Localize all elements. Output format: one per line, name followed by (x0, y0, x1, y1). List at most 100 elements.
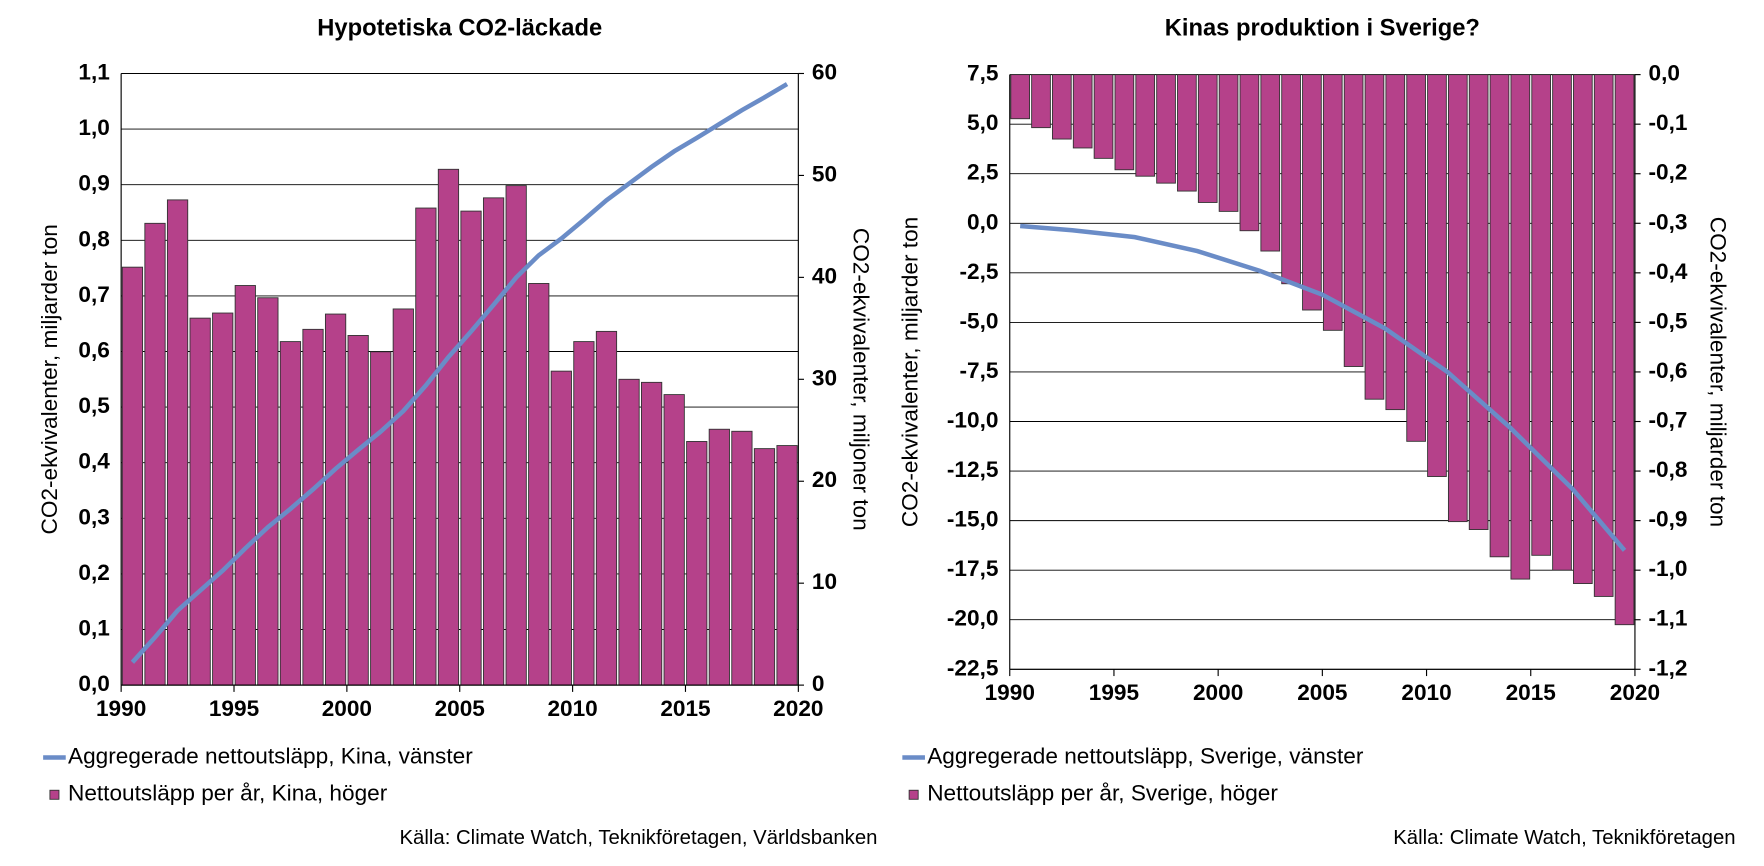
y2-tick-label: 0,0 (1649, 61, 1680, 86)
x-tick-label: 2010 (1401, 680, 1451, 705)
bar (663, 394, 685, 686)
y2-tick-label: -0,1 (1649, 110, 1688, 135)
bar (1031, 74, 1051, 129)
y-axis-label: CO2-ekvivalenter, miljarder ton (37, 224, 62, 534)
bar (1218, 74, 1239, 212)
bar (1177, 74, 1197, 192)
source: Källa: Climate Watch, Teknikföretagen, V… (400, 827, 878, 849)
bar (1302, 74, 1322, 311)
source: Källa: Climate Watch, Teknikföretagen (1393, 827, 1735, 849)
y-tick-label: -15,0 (947, 507, 999, 532)
bar (1135, 74, 1156, 177)
y-tick-label: 0,7 (78, 282, 109, 307)
bar (234, 285, 256, 686)
bar (641, 381, 663, 686)
y-tick-label: 0,3 (78, 504, 109, 529)
y-tick-label: -2,5 (959, 259, 998, 284)
y2-tick-label: -0,3 (1649, 209, 1688, 234)
bar (482, 197, 505, 686)
bar (189, 317, 211, 686)
bar (550, 370, 572, 686)
x-tick-label: 2020 (773, 696, 823, 721)
bar (415, 207, 437, 686)
legend-label: Nettoutsläpp per år, Sverige, höger (927, 781, 1278, 806)
y2-tick-label: 60 (812, 59, 837, 84)
bar (1573, 74, 1593, 585)
bar (1052, 74, 1072, 140)
y-tick-label: -22,5 (947, 655, 999, 680)
y2-tick-label: -0,9 (1649, 507, 1688, 532)
y2-axis-label: CO2-ekvivalenter, miljoner ton (848, 228, 873, 531)
bar (1322, 74, 1343, 331)
y-tick-label: 0,5 (78, 393, 109, 418)
bar (1385, 74, 1406, 411)
bar (324, 313, 347, 686)
y-tick-label: 0,4 (78, 449, 110, 474)
bar (460, 210, 482, 686)
legend-swatch (49, 789, 60, 800)
y-tick-label: -7,5 (959, 358, 998, 383)
bar (257, 297, 279, 686)
x-tick-label: 1995 (209, 696, 259, 721)
y-tick-label: -20,0 (947, 606, 999, 631)
bar (1406, 74, 1426, 442)
bar (1489, 74, 1510, 558)
y2-tick-label: 0 (812, 671, 825, 696)
y-tick-label: 0,0 (967, 209, 998, 234)
x-tick-label: 2010 (547, 696, 597, 721)
x-tick-label: 2015 (660, 696, 710, 721)
y-tick-label: -5,0 (959, 308, 998, 333)
bar (708, 428, 730, 686)
y-tick-label: 0,2 (78, 560, 109, 585)
y-tick-label: 0,6 (78, 337, 109, 362)
bar (1072, 74, 1093, 149)
bar (347, 335, 369, 686)
y-tick-label: 7,5 (967, 61, 998, 86)
bar (595, 330, 618, 686)
bar (1239, 74, 1260, 232)
bar (1531, 74, 1551, 556)
y2-tick-label: 20 (812, 467, 837, 492)
bar (1093, 74, 1114, 159)
y2-tick-label: -0,4 (1649, 259, 1688, 284)
bar (1447, 74, 1468, 523)
line (1019, 223, 1627, 552)
y2-tick-label: 10 (812, 569, 837, 594)
legend-swatch (908, 789, 919, 800)
bar (370, 351, 392, 686)
y-tick-label: 0,8 (78, 226, 109, 251)
y-tick-label: 1,1 (78, 59, 109, 84)
y2-axis-label: CO2-ekvivalenter, miljarder ton (1705, 217, 1730, 527)
x-tick-label: 2000 (322, 696, 372, 721)
y2-tick-label: -0,2 (1649, 160, 1688, 185)
y-tick-label: 0,9 (78, 171, 109, 196)
bar (437, 168, 460, 686)
y-tick-label: 0,0 (78, 671, 109, 696)
y-tick-label: -17,5 (947, 556, 999, 581)
x-tick-label: 2005 (435, 696, 485, 721)
bar (121, 266, 144, 686)
bar (1156, 74, 1176, 184)
x-tick-label: 1990 (96, 696, 146, 721)
y2-tick-label: -0,7 (1649, 407, 1688, 432)
y2-tick-label: -1,2 (1649, 655, 1688, 680)
y2-tick-label: -0,8 (1649, 457, 1688, 482)
y-tick-label: 2,5 (967, 160, 998, 185)
bar (302, 328, 324, 686)
y2-tick-label: -0,6 (1649, 358, 1688, 383)
bar (1343, 74, 1364, 367)
legend-label: Aggregerade nettoutsläpp, Kina, vänster (68, 743, 473, 768)
x-tick-label: 2005 (1297, 680, 1347, 705)
y-axis-label: CO2-ekvivalenter, miljarder ton (897, 217, 922, 527)
bar (1197, 74, 1218, 203)
y-tick-label: 1,0 (78, 115, 109, 140)
bar (776, 445, 798, 686)
y2-tick-label: 30 (812, 365, 837, 390)
legend-label: Aggregerade nettoutsläpp, Sverige, vänst… (927, 743, 1364, 768)
line (130, 82, 789, 664)
bar (212, 312, 234, 686)
chart-title: Kinas produktion i Sverige? (1165, 16, 1480, 42)
y-tick-label: -12,5 (947, 457, 999, 482)
y-tick-label: 5,0 (967, 110, 998, 135)
